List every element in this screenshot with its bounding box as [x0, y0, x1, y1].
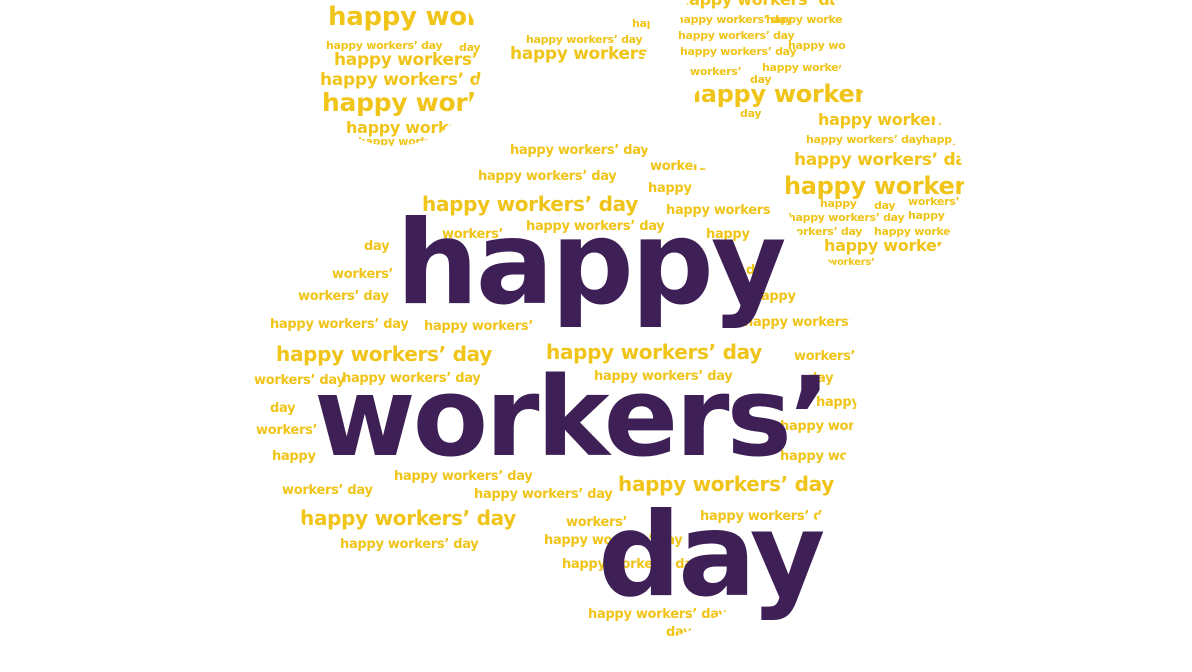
cloud-text: happy — [648, 181, 692, 196]
cloud-text: happy workers’ — [824, 236, 960, 255]
cloud-text: happy workers’ day — [510, 44, 650, 64]
cloud-text: workers’ — [828, 257, 875, 268]
headline-happy: happy — [396, 196, 787, 331]
cloud-text: happy workers’ day — [342, 371, 481, 386]
cloud-text: happy workers’ day — [806, 133, 923, 146]
cloud-text: workers’ day — [254, 373, 345, 388]
cloud-text: happy workers’ — [744, 315, 853, 330]
cloud-text: happy workers’ day — [680, 45, 797, 58]
cloud-text: day — [750, 73, 772, 86]
cloud-text: happy — [908, 209, 945, 222]
paw-toe-right: happy workers’ day happy workers’ day ha… — [784, 94, 964, 274]
cloud-text: day — [666, 625, 692, 640]
cloud-text: happy workers’ — [424, 319, 533, 334]
cloud-text: happy workers’ — [780, 449, 858, 464]
cloud-text: happy workers’ day — [544, 533, 683, 548]
cloud-text: happy workers’ day — [588, 607, 727, 622]
cloud-text: happy workers’ day — [422, 192, 638, 216]
cloud-text: happy workers’ day — [818, 110, 964, 129]
cloud-text: happy workers’ — [780, 419, 858, 434]
paw-toe-top-right: happy workers’ day happy workers’ day ha… — [676, 0, 846, 116]
cloud-text: happy workers’ day — [784, 172, 964, 200]
cloud-text: happy — [820, 537, 858, 552]
cloud-text: workers’ — [442, 227, 504, 242]
cloud-text: happy workers’ day — [276, 342, 492, 366]
cloud-text: happy — [632, 17, 650, 30]
cloud-text: happy workers’ day — [326, 39, 443, 52]
cloud-text: happy — [272, 449, 316, 464]
cloud-text: happy — [820, 197, 857, 210]
cloud-text: day — [459, 41, 481, 54]
cloud-text: happy workers’ day — [358, 135, 475, 146]
cloud-text: day — [808, 561, 834, 576]
cloud-text: happy workers’ day — [594, 369, 733, 384]
cloud-text: happy workers’ day — [788, 211, 905, 224]
cloud-text: happy — [816, 395, 858, 410]
headline-day: day — [598, 488, 825, 623]
cloud-text: day — [740, 107, 762, 120]
cloud-text: happy workers’ day — [322, 88, 482, 117]
cloud-text: workers’ — [690, 65, 742, 78]
cloud-text: happy workers’ day — [676, 13, 793, 26]
cloud-text: happy — [706, 227, 750, 242]
cloud-text: happy workers’ — [788, 39, 846, 52]
cloud-text: workers’ day — [800, 579, 858, 594]
cloud-text: happy workers’ day — [690, 80, 870, 108]
cloud-text: workers’ — [256, 423, 318, 438]
cloud-text: happy workers’ — [666, 203, 775, 218]
cloud-text: happy workers’ day — [618, 472, 834, 496]
cloud-text: happy workers’ day — [320, 70, 482, 90]
paw-main-pad: happy workers’ day workers’ happy worker… — [248, 134, 858, 654]
cloud-text: happy workers’ day — [678, 29, 795, 42]
cloud-text: happy workers’ day — [270, 317, 409, 332]
cloud-text: happy workers’ day — [478, 169, 617, 184]
cloud-text: workers’ day — [298, 289, 389, 304]
cloud-text: day — [270, 401, 296, 416]
cloud-text: happy workers’ day — [510, 143, 649, 158]
cloud-text: happy workers’ day — [562, 557, 701, 572]
cloud-text: workers’ day — [786, 225, 863, 238]
cloud-text: workers’ — [566, 515, 628, 530]
paw-toe-top-middle: happy workers’ day happy workers’ day ha… — [500, 0, 650, 100]
cloud-text: happy workers’ day — [340, 537, 479, 552]
cloud-text: happy workers’ day — [678, 0, 846, 8]
headline-workers: workers’ — [314, 353, 831, 481]
cloud-text: happy workers’ day — [474, 487, 613, 502]
paw-toe-top-left: happy workers’ day happy workers’ day ha… — [306, 0, 482, 146]
cloud-text: happy workers’ day — [546, 340, 762, 364]
cloud-text: happy workers’ day — [794, 150, 964, 170]
cloud-text: day — [364, 239, 390, 254]
cloud-text: happy workers’ day — [526, 219, 665, 234]
cloud-text: workers’ — [332, 267, 394, 282]
cloud-text: happy workers’ — [762, 61, 846, 74]
cloud-text: workers’ — [650, 159, 712, 174]
cloud-text: day — [746, 263, 772, 278]
cloud-text: workers’ — [794, 349, 856, 364]
cloud-text: happy workers’ — [874, 225, 964, 238]
cloud-text: happy workers’ day — [526, 33, 643, 46]
cloud-text: happy workers’ day — [766, 13, 846, 26]
cloud-text: workers’ day — [282, 483, 373, 498]
cloud-text: day — [808, 371, 834, 386]
cloud-text: workers’ — [908, 195, 960, 208]
cloud-text: happy workers’ day — [328, 2, 482, 32]
cloud-text: happy workers’ day — [394, 469, 533, 484]
cloud-text: happy workers’ day — [346, 118, 482, 137]
cloud-text: day — [874, 199, 896, 212]
cloud-text: happy workers’ day — [300, 506, 516, 530]
cloud-text: happy — [752, 289, 796, 304]
paw-toe-middle-right: happy workers’ day day — [690, 74, 870, 154]
cloud-text: happy workers’ day — [334, 50, 482, 70]
cloud-text: happy workers’ day — [700, 509, 839, 524]
cloud-text: happy workers’ — [922, 133, 964, 146]
